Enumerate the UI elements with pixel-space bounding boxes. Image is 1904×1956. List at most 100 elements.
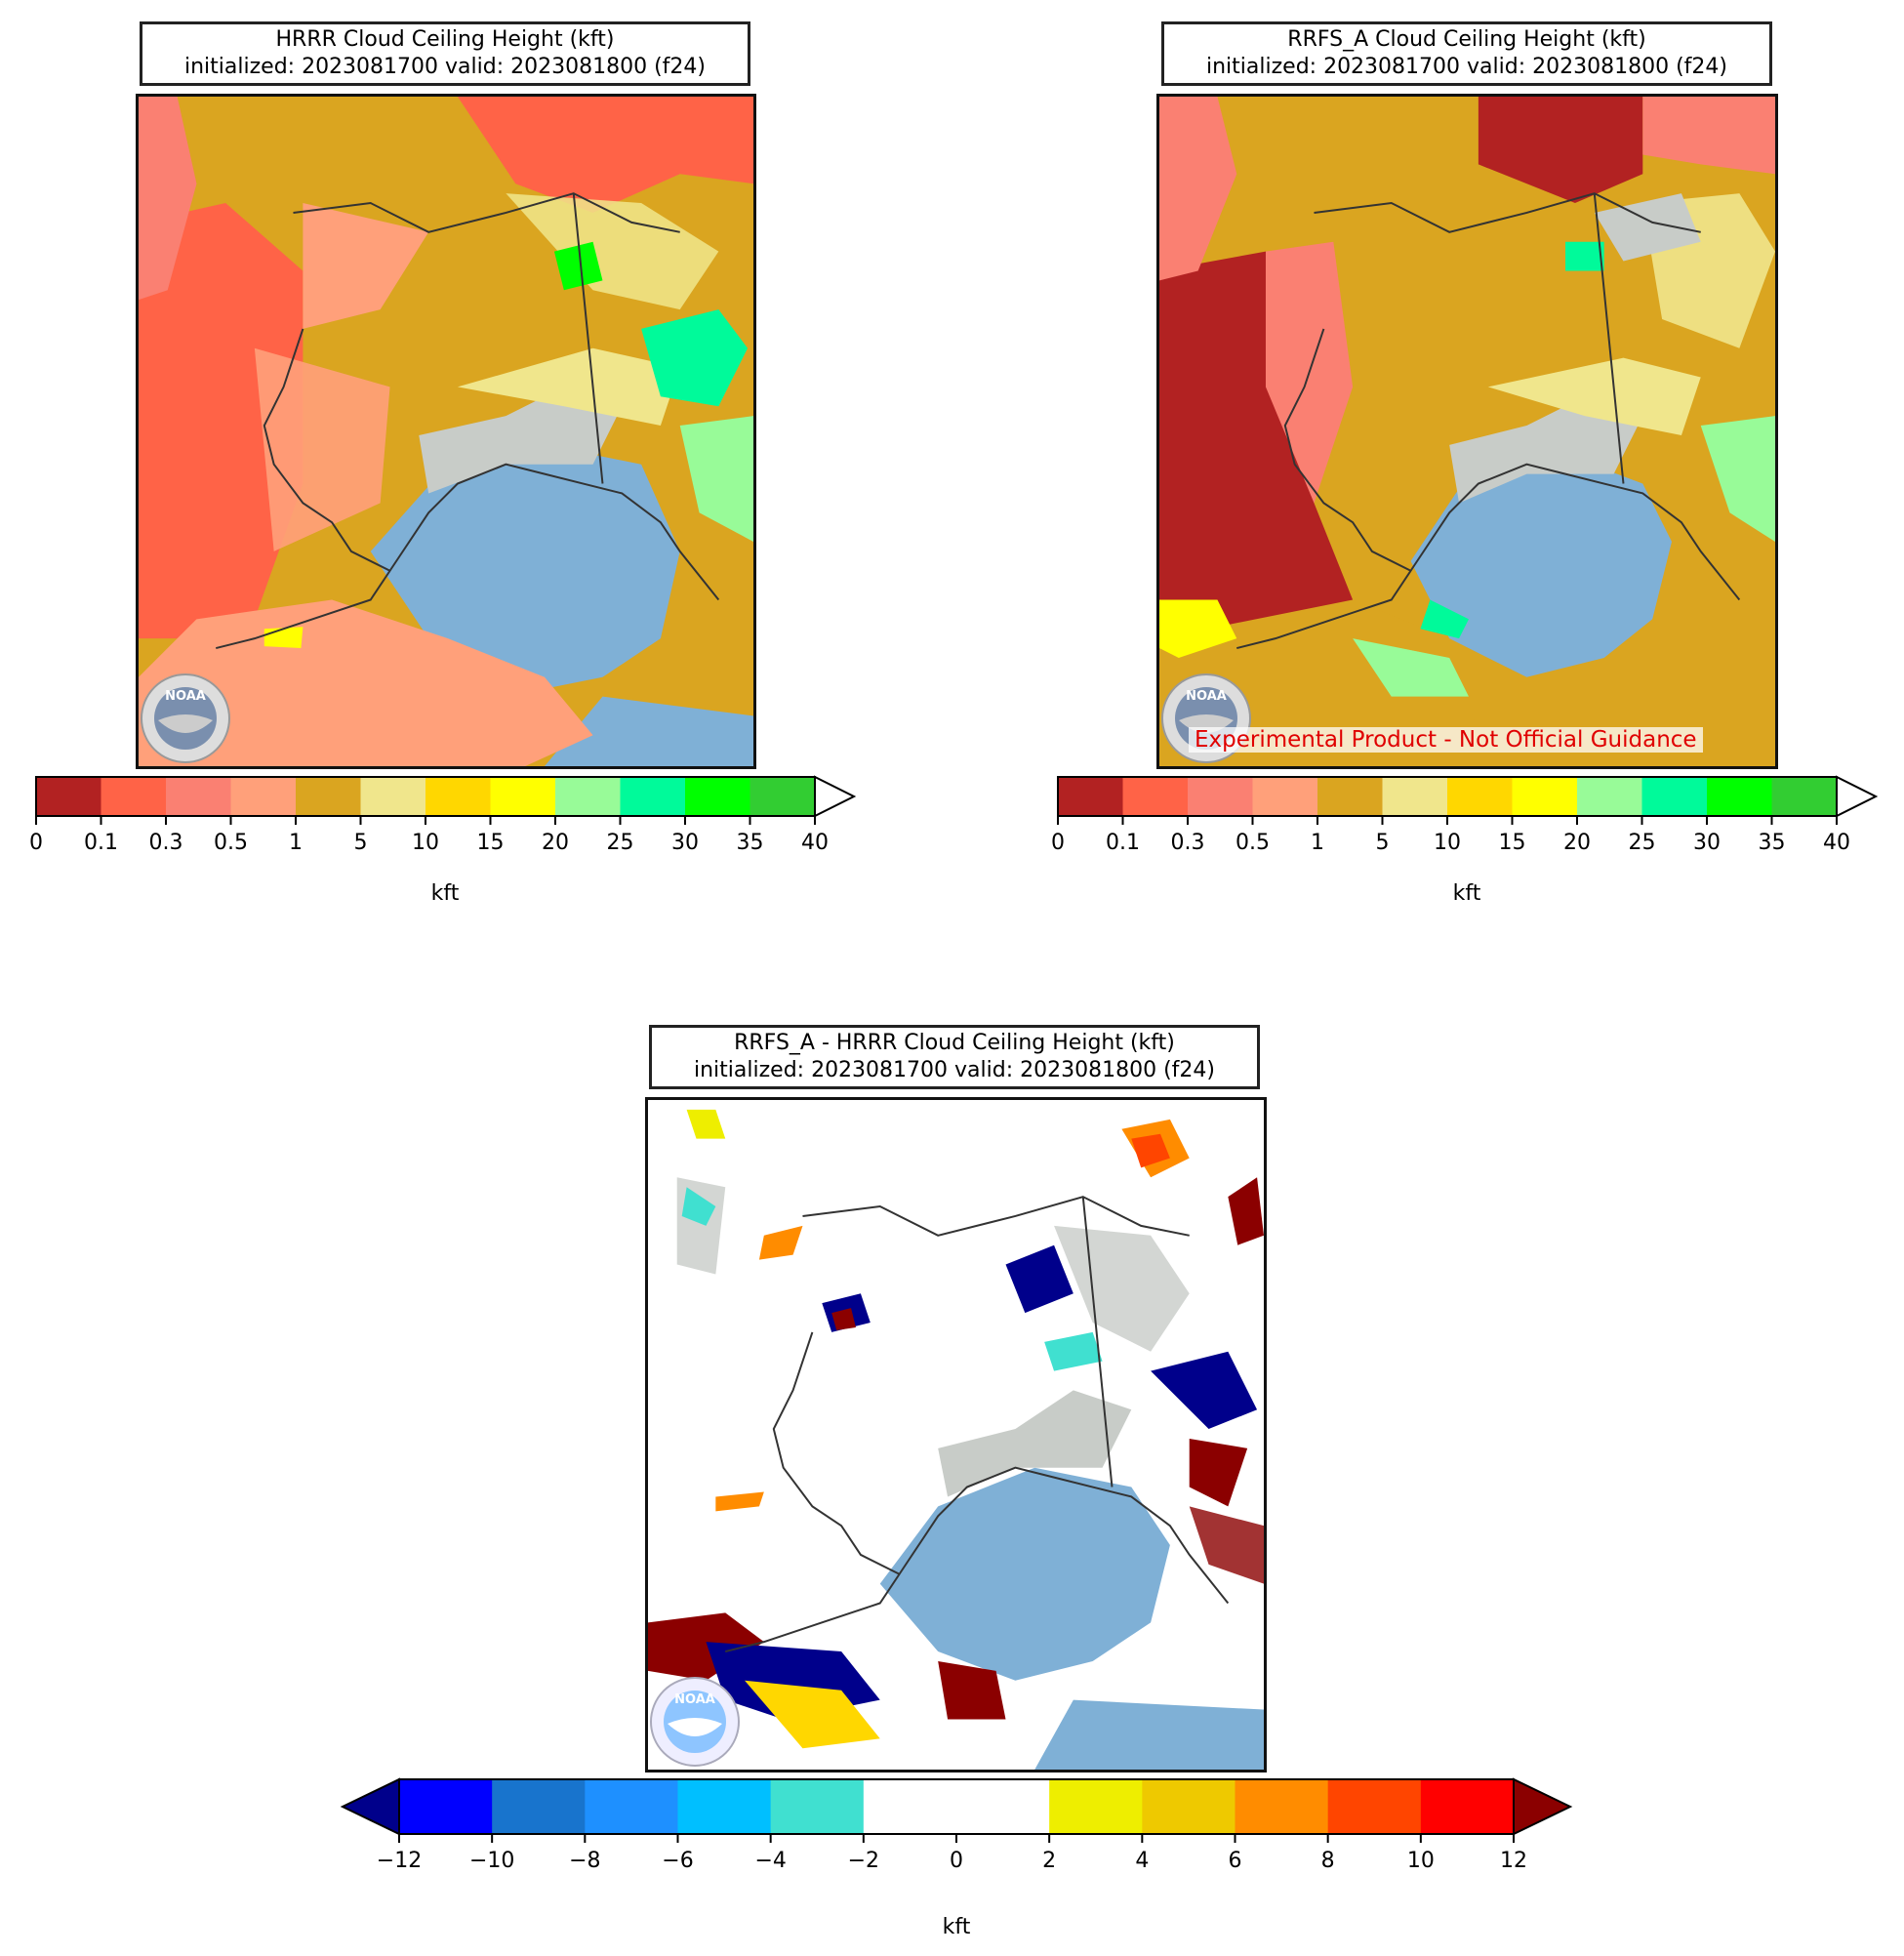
colorbar-under-arrow [340,1777,400,1836]
colorbar-swatch [770,1779,865,1834]
colorbar-swatch [490,777,556,816]
noaa-logo-icon [141,673,230,763]
colorbar-tick-label: −8 [569,1849,601,1873]
colorbar-tick-label: 20 [1563,831,1591,855]
colorbar-tick-label: 6 [1228,1849,1242,1873]
colorbar-swatch [1252,777,1318,816]
colorbar-tick-label: −4 [754,1849,787,1873]
colorbar-swatch [296,777,361,816]
colorbar-swatch [166,777,231,816]
colorbar-swatch [749,777,816,816]
colorbar-swatch [230,777,297,816]
colorbar-swatch [1188,777,1253,816]
colorbar-over-arrow [1836,775,1879,818]
colorbar-swatch [1641,777,1708,816]
colorbar-tick-label: 0 [29,831,43,855]
colorbar-tick-label: 25 [606,831,634,855]
colorbar-tick-label: 0 [1051,831,1065,855]
colorbar-tick-label: 12 [1500,1849,1527,1873]
colorbar-swatch [1058,777,1123,816]
colorbar-tick-label: 15 [476,831,505,855]
colorbar-tick-label: 8 [1320,1849,1335,1873]
rrfs-map [1156,94,1778,769]
colorbar-swatch [1707,777,1772,816]
colorbar-tick-label: 1 [289,831,303,855]
colorbar-tick-label: 15 [1498,831,1526,855]
colorbar-tick-label: 4 [1135,1849,1150,1873]
colorbar-swatch [555,777,621,816]
colorbar-swatch [863,1779,957,1834]
colorbar-tick-label: 1 [1311,831,1324,855]
colorbar-swatch [1142,1779,1236,1834]
hrrr-title: HRRR Cloud Ceiling Height (kft) initiali… [140,21,750,86]
colorbar-tick-label: −12 [376,1849,423,1873]
colorbar-swatch [585,1779,678,1834]
colorbar-tick-label: 0.1 [1106,831,1140,855]
hrrr-logo-text: NOAA [165,689,206,704]
diff-title-line2: initialized: 2023081700 valid: 202308180… [694,1058,1215,1082]
colorbar-tick-label: 20 [542,831,569,855]
diff-title-line1: RRFS_A - HRRR Cloud Ceiling Height (kft) [734,1031,1175,1055]
colorbar-tick-label: 5 [353,831,368,855]
colorbar-swatch [399,1779,493,1834]
colorbar-swatch [360,777,426,816]
diff-colorbar [340,1777,1573,1843]
rrfs-logo-text: NOAA [1186,689,1227,704]
colorbar-tick-label: 0.5 [214,831,248,855]
colorbar-tick-label: 0.1 [84,831,118,855]
colorbar-tick-label: 2 [1042,1849,1057,1873]
colorbar-swatch [1577,777,1642,816]
rrfs-colorbar-unit: kft [1452,881,1481,906]
colorbar-swatch [685,777,750,816]
hrrr-colorbar [35,775,857,825]
colorbar-swatch [1512,777,1578,816]
hrrr-title-line1: HRRR Cloud Ceiling Height (kft) [275,27,615,52]
colorbar-swatch [956,1779,1050,1834]
colorbar-over-arrow [814,775,857,818]
colorbar-tick-label: 0.3 [1170,831,1205,855]
colorbar-swatch [1382,777,1448,816]
disclaimer-text: Experimental Product - Not Official Guid… [1189,727,1703,753]
colorbar-swatch [1327,1779,1422,1834]
colorbar-swatch [1049,1779,1143,1834]
colorbar-swatch [425,777,491,816]
hrrr-colorbar-unit: kft [430,881,460,906]
colorbar-swatch [1771,777,1838,816]
colorbar-over-arrow [1513,1777,1573,1836]
rrfs-title-line1: RRFS_A Cloud Ceiling Height (kft) [1287,27,1646,52]
colorbar-tick-label: 40 [801,831,829,855]
colorbar-tick-label: −2 [847,1849,880,1873]
hrrr-map [136,94,756,769]
colorbar-swatch [1420,1779,1515,1834]
colorbar-swatch [620,777,686,816]
colorbar-swatch [1447,777,1513,816]
rrfs-colorbar [1057,775,1879,825]
colorbar-tick-label: −6 [662,1849,694,1873]
colorbar-tick-label: 35 [736,831,764,855]
colorbar-tick-label: 10 [1434,831,1461,855]
colorbar-tick-label: 0 [950,1849,963,1873]
rrfs-title-line2: initialized: 2023081700 valid: 202308180… [1206,55,1727,79]
colorbar-swatch [101,777,167,816]
colorbar-tick-label: 30 [1693,831,1721,855]
colorbar-tick-label: 0.5 [1236,831,1270,855]
colorbar-swatch [1317,777,1383,816]
colorbar-swatch [36,777,101,816]
colorbar-tick-label: 35 [1758,831,1786,855]
colorbar-swatch [1235,1779,1329,1834]
colorbar-swatch [1122,777,1189,816]
colorbar-tick-label: 10 [412,831,439,855]
diff-colorbar-unit: kft [942,1915,971,1939]
colorbar-tick-label: 40 [1823,831,1850,855]
colorbar-tick-label: −10 [468,1849,515,1873]
diff-logo-text: NOAA [674,1692,715,1707]
colorbar-tick-label: 5 [1375,831,1390,855]
rrfs-title: RRFS_A Cloud Ceiling Height (kft) initia… [1161,21,1772,86]
hrrr-title-line2: initialized: 2023081700 valid: 202308180… [184,55,706,79]
colorbar-swatch [492,1779,586,1834]
colorbar-swatch [677,1779,772,1834]
diff-map [645,1097,1267,1773]
diff-title: RRFS_A - HRRR Cloud Ceiling Height (kft)… [649,1025,1260,1089]
colorbar-tick-label: 30 [671,831,699,855]
colorbar-tick-label: 25 [1628,831,1656,855]
